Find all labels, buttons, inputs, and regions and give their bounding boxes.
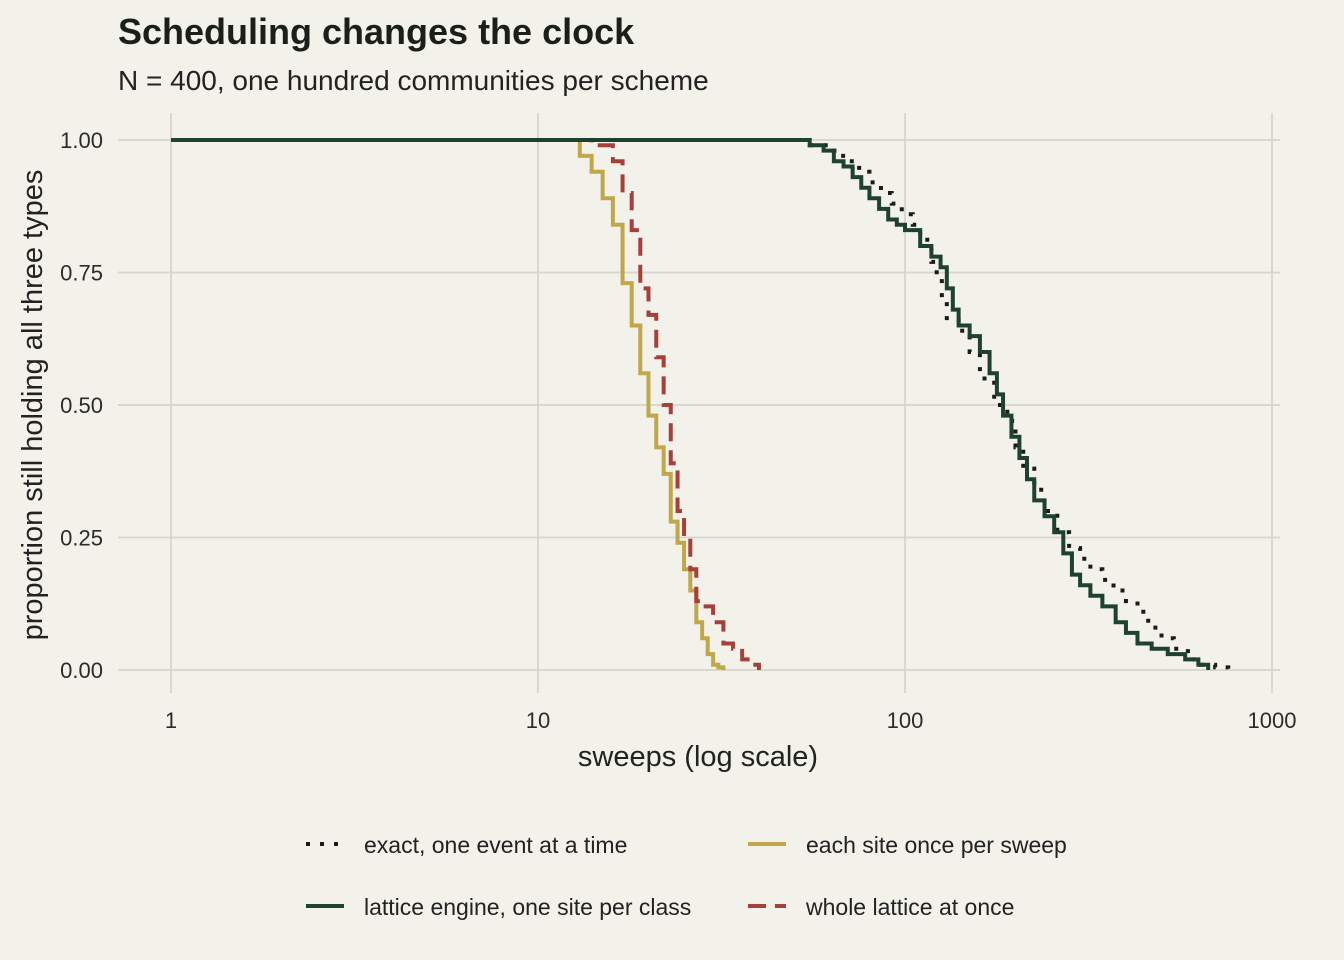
x-axis-title: sweeps (log scale) bbox=[578, 741, 818, 773]
series-line-2 bbox=[171, 138, 726, 670]
y-tick-label: 0.25 bbox=[60, 526, 103, 551]
x-axis-ticks: 1 10 100 1000 bbox=[165, 708, 1297, 733]
legend-label-2: each site once per sweep bbox=[806, 832, 1067, 858]
legend-label-1: lattice engine, one site per class bbox=[364, 894, 691, 920]
series-line-1 bbox=[171, 138, 1211, 670]
y-axis-ticks: 0.00 0.25 0.50 0.75 1.00 bbox=[60, 128, 103, 683]
series-lines bbox=[171, 138, 1231, 670]
legend-label-0: exact, one event at a time bbox=[364, 832, 627, 858]
series-line-3 bbox=[171, 138, 761, 670]
x-tick-label: 10 bbox=[526, 708, 550, 733]
chart-subtitle: N = 400, one hundred communities per sch… bbox=[118, 65, 709, 96]
chart-title: Scheduling changes the clock bbox=[118, 11, 635, 52]
y-tick-label: 1.00 bbox=[60, 128, 103, 153]
y-tick-label: 0.75 bbox=[60, 261, 103, 286]
x-tick-label: 100 bbox=[887, 708, 924, 733]
legend: exact, one event at a time lattice engine… bbox=[306, 832, 1067, 920]
y-axis-title: proportion still holding all three types bbox=[17, 170, 49, 641]
legend-label-3: whole lattice at once bbox=[805, 894, 1014, 920]
x-tick-label: 1 bbox=[165, 708, 177, 733]
x-tick-label: 1000 bbox=[1248, 708, 1297, 733]
y-tick-label: 0.00 bbox=[60, 658, 103, 683]
y-tick-label: 0.50 bbox=[60, 393, 103, 418]
series-line-0 bbox=[171, 138, 1231, 670]
